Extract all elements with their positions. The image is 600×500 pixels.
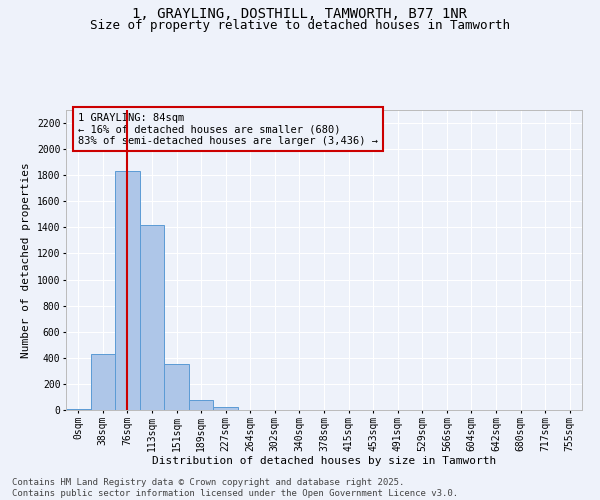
Bar xyxy=(189,400,214,410)
Bar xyxy=(140,226,164,410)
Text: 1 GRAYLING: 84sqm
← 16% of detached houses are smaller (680)
83% of semi-detache: 1 GRAYLING: 84sqm ← 16% of detached hous… xyxy=(78,112,378,146)
Text: 1, GRAYLING, DOSTHILL, TAMWORTH, B77 1NR: 1, GRAYLING, DOSTHILL, TAMWORTH, B77 1NR xyxy=(133,8,467,22)
Bar xyxy=(164,364,189,410)
Text: Contains HM Land Registry data © Crown copyright and database right 2025.
Contai: Contains HM Land Registry data © Crown c… xyxy=(12,478,458,498)
X-axis label: Distribution of detached houses by size in Tamworth: Distribution of detached houses by size … xyxy=(152,456,496,466)
Y-axis label: Number of detached properties: Number of detached properties xyxy=(22,162,31,358)
Bar xyxy=(115,172,140,410)
Bar xyxy=(214,406,238,410)
Text: Size of property relative to detached houses in Tamworth: Size of property relative to detached ho… xyxy=(90,18,510,32)
Bar xyxy=(91,354,115,410)
